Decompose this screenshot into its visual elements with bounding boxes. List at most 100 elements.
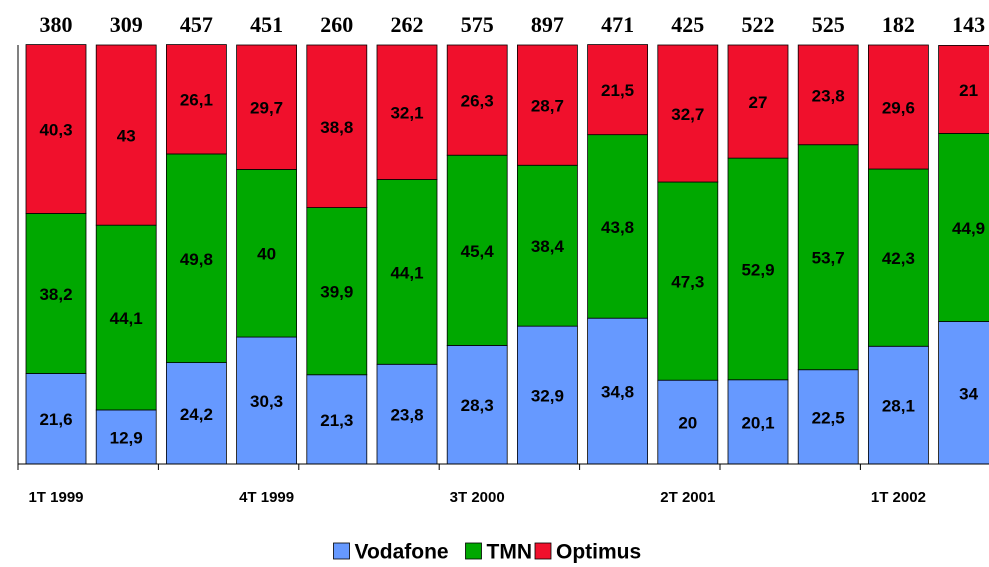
bar-segment [587,134,648,319]
legend-label: Vodafone [355,541,449,564]
bar-segment [587,317,648,465]
bar-segment [657,181,719,381]
x-tick-label: 1T 1999 [28,489,83,506]
data-label: 30,3 [250,392,283,411]
data-label: 21,3 [320,411,353,430]
data-label: 23,8 [390,406,423,425]
total-label: 451 [250,12,283,37]
data-label: 28,3 [461,396,494,415]
data-label: 34 [959,384,978,403]
data-label: 42,3 [882,249,915,268]
bar-segment [446,345,508,465]
bar-segment [236,336,298,465]
bar-segment [95,409,157,465]
data-label: 44,9 [952,219,985,238]
data-label: 24,2 [180,405,213,424]
bar-segment [517,44,578,166]
total-label: 309 [110,12,143,37]
total-label: 897 [531,12,564,37]
total-label: 182 [882,12,915,37]
bar-segment [517,164,578,327]
total-label: 457 [180,12,213,37]
total-label: 260 [320,12,353,37]
data-label: 43,8 [601,218,634,237]
bar-segment [25,44,87,214]
total-label: 425 [671,12,704,37]
data-label: 32,1 [390,104,423,123]
bar-segment [938,321,989,465]
data-label: 20,1 [741,413,774,432]
data-label: 45,4 [461,242,495,261]
data-label: 21 [959,81,978,100]
legend-swatch [534,542,552,560]
bar-segment [25,213,87,374]
bar-segment [938,45,989,134]
data-label: 34,8 [601,383,634,402]
bar-segment [236,44,298,170]
data-label: 47,3 [671,273,704,292]
bar-segment [657,44,719,183]
data-label: 26,1 [180,91,213,110]
total-label: 262 [391,12,424,37]
data-label: 12,9 [110,428,143,447]
data-label: 44,1 [110,309,143,328]
data-label: 43 [117,127,136,146]
bar-segment [376,44,438,180]
total-label: 522 [742,12,775,37]
bar-segment [938,133,989,322]
data-label: 28,7 [531,97,564,116]
bar-segment [797,44,859,146]
data-label: 38,4 [531,237,565,256]
data-label: 40,3 [39,120,72,139]
data-label: 26,3 [461,92,494,111]
data-label: 21,6 [39,410,72,429]
legend-swatch [465,542,482,560]
bar-segment [306,44,368,208]
bar-segment [446,44,508,156]
data-label: 38,8 [320,118,353,137]
data-label: 39,9 [320,283,353,302]
bar-segment [797,144,859,371]
bar-segment [95,224,157,411]
data-label: 32,7 [671,105,704,124]
data-label: 20 [678,414,697,433]
bar-segment [587,44,648,136]
bar-segment [727,157,789,381]
total-label: 471 [601,12,634,37]
bar-segment [868,168,929,347]
data-label: 27 [749,93,768,112]
data-label: 29,6 [882,98,915,117]
data-label: 21,5 [601,81,634,100]
bar-segment [25,373,87,465]
x-tick-label: 2T 2001 [660,489,715,506]
bar-segment [446,154,508,346]
total-label: 575 [461,12,494,37]
data-label: 53,7 [812,249,845,268]
legend-label: Optimus [556,541,641,564]
x-tick-label: 4T 1999 [239,489,294,506]
bar-segment [376,363,438,465]
x-tick-label: 1T 2002 [871,489,926,506]
data-label: 52,9 [741,260,774,279]
data-label: 22,5 [812,408,845,427]
bar-segment [165,44,227,155]
bar-segment [165,153,227,364]
data-label: 32,9 [531,387,564,406]
bar-segment [657,379,719,465]
data-label: 40 [257,245,276,264]
bar-segment [868,345,929,465]
data-label: 28,1 [882,397,915,416]
x-tick-label: 3T 2000 [450,489,505,506]
data-label: 23,8 [812,86,845,105]
legend-swatch [333,542,350,560]
bar-segment [236,169,298,338]
bar-segment [306,374,368,465]
data-label: 38,2 [39,285,72,304]
bar-segment [376,179,438,365]
data-label: 29,7 [250,99,283,118]
bar-segment [868,44,929,170]
total-label: 525 [812,12,845,37]
bar-segment [95,44,157,226]
